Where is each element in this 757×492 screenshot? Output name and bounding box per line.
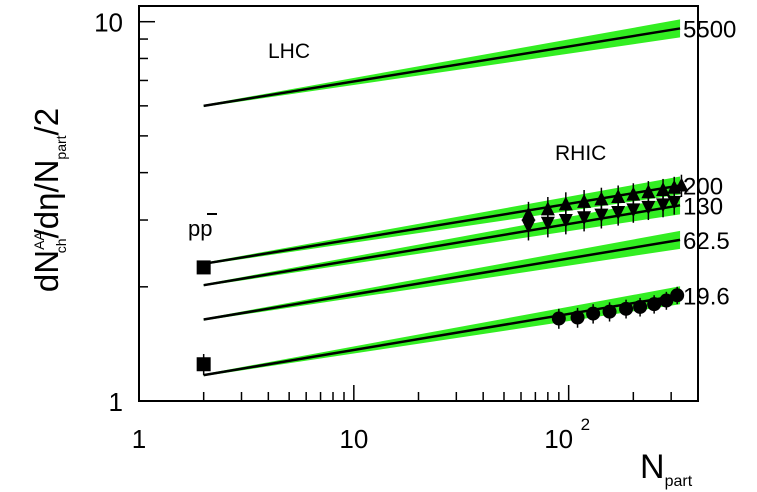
data-point: [619, 302, 633, 316]
data-point: [586, 307, 600, 321]
y-axis-label: dNAA ch/dη/Npart/2: [28, 108, 69, 292]
data-point: [603, 305, 617, 319]
x-axis-label: Npart: [640, 448, 693, 490]
data-point: [647, 297, 661, 311]
data-point: [197, 260, 211, 274]
x-tick-label-sup: 2: [581, 415, 590, 434]
y-label-mid: /dη/N: [28, 160, 65, 239]
y-label-sub2: part: [53, 135, 69, 159]
x-tick-label: 1: [132, 424, 146, 454]
lhc-label: LHC: [268, 40, 310, 63]
x-label-sub: part: [665, 473, 693, 490]
series-label: 130: [683, 193, 723, 220]
ppbar-label: pp: [188, 216, 212, 241]
rhic-label: RHIC: [555, 142, 606, 165]
y-label-dn: dN: [28, 250, 65, 292]
plot-area: [197, 19, 689, 376]
x-label-n: N: [640, 448, 665, 486]
data-point: [552, 312, 566, 326]
y-label-sub: ch: [53, 238, 69, 253]
y-tick-label: 10: [94, 8, 123, 38]
data-point: [633, 300, 647, 314]
series-label: 62.5: [683, 228, 730, 255]
x-tick-label: 10: [339, 424, 368, 454]
y-tick-label: 1: [109, 387, 123, 417]
series-label: 19.6: [683, 283, 730, 310]
svg-text:Npart: Npart: [640, 448, 693, 490]
y-label-end: /2: [28, 108, 65, 136]
series-label: 5500: [683, 16, 736, 43]
data-point: [571, 311, 585, 325]
x-tick-label: 10: [544, 424, 573, 454]
data-point: [197, 357, 211, 371]
